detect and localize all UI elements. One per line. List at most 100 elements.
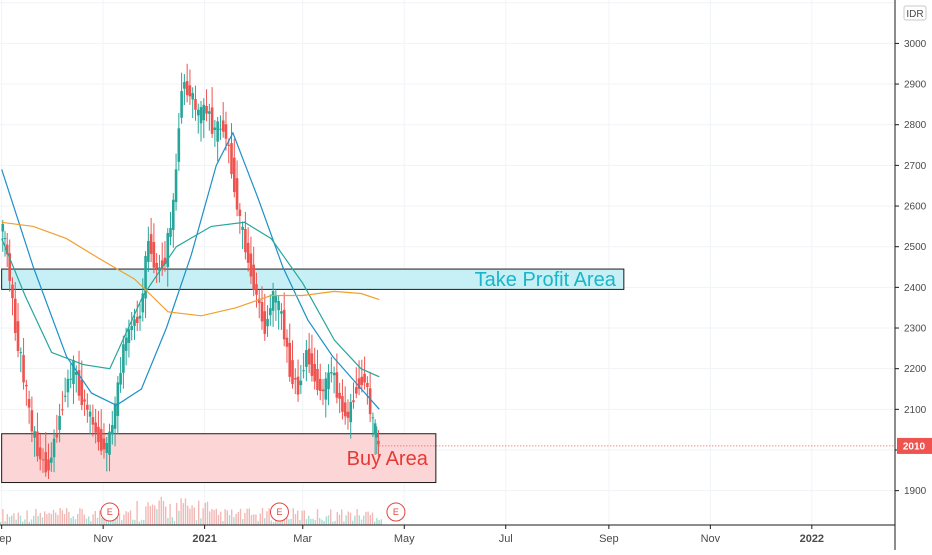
volume-bar bbox=[255, 514, 257, 525]
candle-body bbox=[366, 382, 369, 387]
candle-body bbox=[249, 253, 253, 277]
volume-bar bbox=[145, 506, 147, 525]
volume-bar bbox=[367, 511, 369, 525]
candle-body bbox=[166, 233, 170, 268]
volume-bar bbox=[228, 515, 231, 525]
volume-bar bbox=[149, 506, 151, 525]
volume-bar bbox=[66, 508, 68, 525]
earnings-marker-icon bbox=[386, 502, 406, 522]
candle-body bbox=[305, 350, 308, 367]
zone-label-take-profit: Take Profit Area bbox=[475, 269, 617, 291]
volume-bar bbox=[140, 519, 143, 525]
candle-body bbox=[33, 431, 36, 438]
volume-bar bbox=[63, 513, 66, 525]
candle-body bbox=[260, 302, 264, 322]
volume-bar bbox=[376, 518, 378, 525]
volume-bar bbox=[349, 512, 352, 525]
candle-body bbox=[368, 388, 372, 415]
candle-body bbox=[88, 411, 92, 417]
volume-bar bbox=[222, 521, 224, 525]
candle-body bbox=[238, 209, 242, 216]
volume-bar bbox=[330, 509, 332, 525]
volume-bar bbox=[266, 511, 268, 525]
volume-bar bbox=[57, 514, 59, 525]
y-tick-label: 1900 bbox=[904, 486, 927, 497]
candle-body bbox=[263, 311, 267, 334]
volume-bar bbox=[138, 521, 140, 525]
volume-bar bbox=[70, 518, 72, 525]
volume-bar bbox=[369, 514, 371, 525]
candle-body bbox=[321, 389, 325, 392]
candle-body bbox=[144, 255, 147, 299]
volume-bar bbox=[261, 508, 264, 525]
volume-bar bbox=[4, 521, 6, 525]
candle-body bbox=[99, 429, 103, 451]
volume-bar bbox=[257, 520, 259, 525]
volume-bar bbox=[314, 520, 316, 525]
volume-bar bbox=[160, 496, 162, 525]
candle-body bbox=[293, 378, 297, 380]
candle-body bbox=[246, 242, 250, 263]
volume-bar bbox=[374, 521, 376, 525]
volume-bar bbox=[127, 512, 129, 525]
candle-body bbox=[255, 284, 258, 295]
volume-bar bbox=[224, 509, 226, 525]
x-tick-label: Jul bbox=[499, 533, 513, 545]
candle-body bbox=[138, 315, 142, 319]
volume-bar bbox=[242, 519, 244, 525]
candle-body bbox=[13, 298, 17, 333]
candle-body bbox=[354, 387, 358, 394]
volume-bar bbox=[79, 508, 81, 525]
volume-bar bbox=[363, 515, 365, 525]
candle-body bbox=[299, 380, 303, 386]
volume-bar bbox=[250, 514, 253, 525]
candle-body bbox=[38, 447, 42, 460]
volume-bar bbox=[380, 519, 382, 525]
candle-body bbox=[302, 370, 305, 372]
candle-body bbox=[280, 311, 283, 314]
candle-body bbox=[58, 415, 61, 430]
candle-body bbox=[205, 105, 208, 114]
volume-bar bbox=[105, 520, 107, 525]
earnings-marker-label: E bbox=[393, 507, 399, 517]
volume-bar bbox=[81, 509, 83, 525]
volume-bar bbox=[233, 517, 235, 525]
volume-bar bbox=[292, 508, 294, 525]
candle-body bbox=[113, 403, 117, 429]
volume-bar bbox=[125, 511, 127, 525]
volume-bar bbox=[334, 520, 336, 525]
candle-body bbox=[185, 81, 189, 96]
candle-body bbox=[171, 199, 175, 230]
candle-body bbox=[158, 267, 161, 271]
volume-bar bbox=[184, 498, 187, 525]
volume-bar bbox=[308, 515, 310, 525]
volume-bar bbox=[182, 503, 184, 525]
earnings-marker-icon bbox=[269, 502, 289, 522]
candle-body bbox=[296, 376, 300, 395]
volume-bar bbox=[90, 521, 92, 525]
volume-bar bbox=[323, 521, 325, 525]
candle-body bbox=[282, 309, 286, 340]
volume-bar bbox=[77, 513, 79, 525]
candle-body bbox=[194, 99, 197, 110]
candle-body bbox=[36, 431, 39, 457]
candle-body bbox=[141, 293, 145, 313]
candle-body bbox=[307, 348, 311, 365]
candle-body bbox=[133, 319, 136, 326]
volume-bar bbox=[305, 519, 308, 525]
candle-body bbox=[252, 264, 255, 290]
volume-bar bbox=[165, 506, 167, 525]
earnings-marker-label: E bbox=[107, 507, 113, 517]
volume-bar bbox=[116, 515, 118, 525]
volume-bar bbox=[50, 513, 52, 525]
volume-bar bbox=[35, 509, 37, 525]
candle-body bbox=[224, 124, 228, 139]
volume-bar bbox=[244, 513, 246, 525]
candle-body bbox=[269, 308, 272, 316]
candle-body bbox=[327, 372, 330, 390]
volume-bar bbox=[94, 511, 96, 525]
volume-bar bbox=[341, 509, 343, 525]
volume-bar bbox=[72, 516, 74, 525]
volume-bar bbox=[44, 511, 46, 525]
volume-bar bbox=[360, 519, 363, 525]
